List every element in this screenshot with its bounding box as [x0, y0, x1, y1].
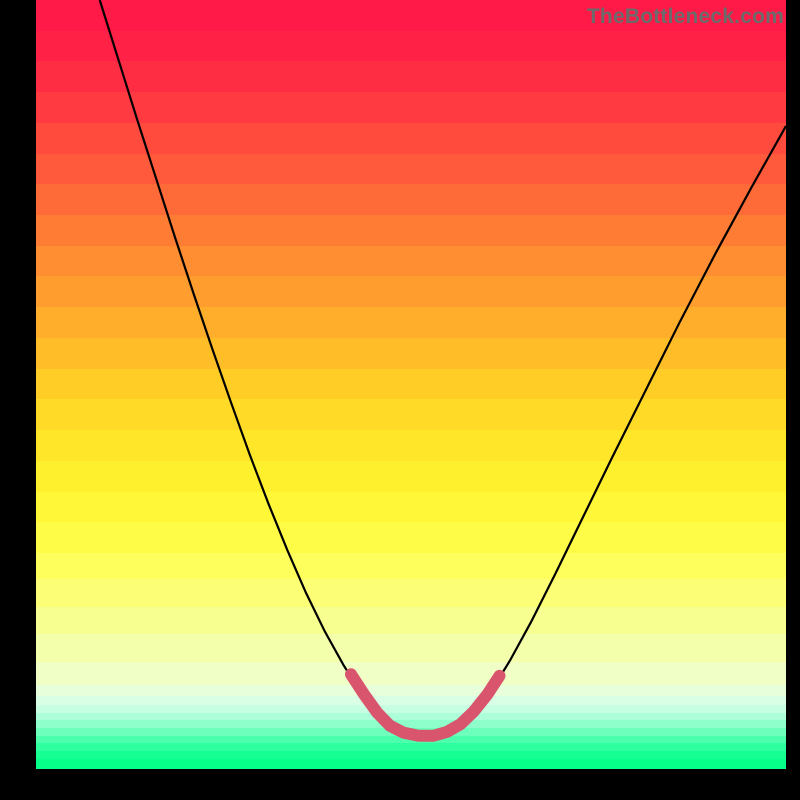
plot-area — [36, 0, 786, 768]
bottleneck-curve — [100, 0, 786, 736]
watermark-text: TheBottleneck.com — [587, 5, 784, 29]
optimal-range-highlight — [351, 674, 500, 735]
chart-frame: TheBottleneck.com — [0, 0, 800, 800]
curve-layer — [36, 0, 786, 768]
